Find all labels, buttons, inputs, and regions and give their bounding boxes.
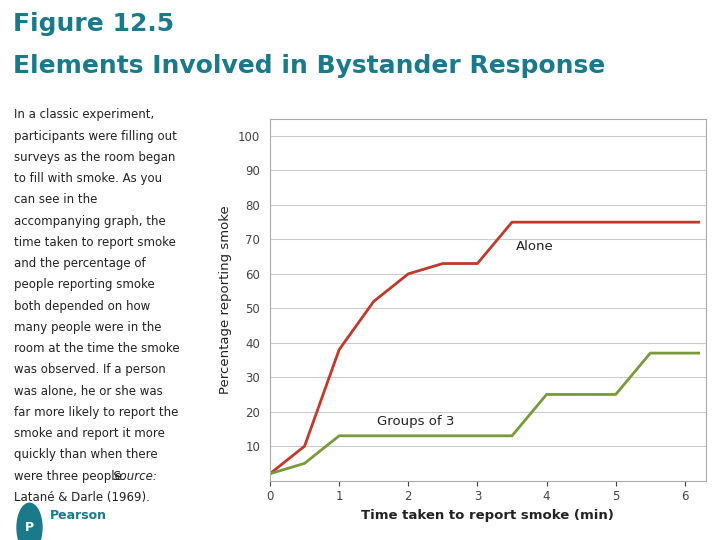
Text: In a classic experiment,: In a classic experiment,	[14, 108, 154, 122]
Text: room at the time the smoke: room at the time the smoke	[14, 342, 179, 355]
Text: quickly than when there: quickly than when there	[14, 448, 157, 461]
Text: was observed. If a person: was observed. If a person	[14, 363, 166, 376]
Text: smoke and report it more: smoke and report it more	[14, 427, 164, 440]
Text: both depended on how: both depended on how	[14, 300, 150, 313]
Text: to fill with smoke. As you: to fill with smoke. As you	[14, 172, 162, 185]
Text: accompanying graph, the: accompanying graph, the	[14, 214, 166, 227]
Text: Figure 12.5: Figure 12.5	[13, 12, 174, 36]
Text: were three people. ​Source:: were three people. ​Source:	[14, 470, 174, 483]
Text: people reporting smoke: people reporting smoke	[14, 278, 154, 291]
Text: Source:: Source:	[114, 470, 158, 483]
Text: participants were filling out: participants were filling out	[14, 130, 176, 143]
Text: was alone, he or she was: was alone, he or she was	[14, 384, 162, 397]
Text: Alone: Alone	[516, 240, 553, 253]
Text: Latané & Darle (1969).: Latané & Darle (1969).	[14, 491, 150, 504]
Text: P: P	[25, 521, 34, 534]
Text: can see in the: can see in the	[14, 193, 97, 206]
Text: were three people.: were three people.	[14, 470, 129, 483]
Text: time taken to report smoke: time taken to report smoke	[14, 236, 176, 249]
X-axis label: Time taken to report smoke (min): Time taken to report smoke (min)	[361, 509, 614, 522]
Text: many people were in the: many people were in the	[14, 321, 161, 334]
Y-axis label: Percentage reporting smoke: Percentage reporting smoke	[220, 205, 233, 394]
Text: Groups of 3: Groups of 3	[377, 415, 454, 428]
Text: Elements Involved in Bystander Response: Elements Involved in Bystander Response	[13, 55, 606, 78]
Text: surveys as the room began: surveys as the room began	[14, 151, 175, 164]
Text: far more likely to report the: far more likely to report the	[14, 406, 178, 419]
Circle shape	[17, 503, 42, 540]
Text: Pearson: Pearson	[50, 509, 107, 522]
Text: and the percentage of: and the percentage of	[14, 257, 145, 270]
